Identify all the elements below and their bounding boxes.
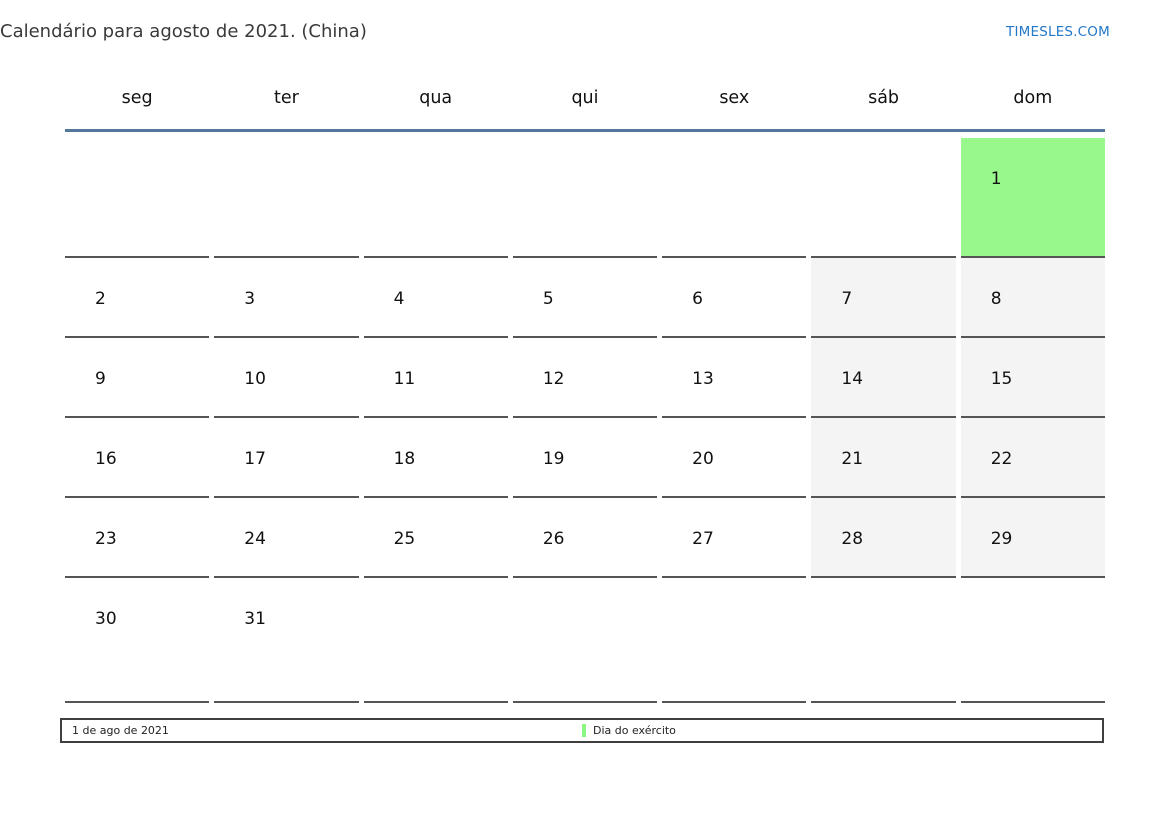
day-number: 15 [990,369,1013,389]
day-number: 26 [542,529,565,549]
calendar-day-cell-3: 3 [214,258,359,338]
calendar-day-cell-21: 21 [811,418,956,498]
calendar-day-cell-16: 16 [65,418,210,498]
day-number: 17 [244,449,266,469]
calendar-empty-cell [662,133,807,258]
calendar-day-cell-27: 27 [662,498,807,578]
legend-holiday-label: Dia do exército [593,724,676,737]
calendar-day-cell-28: 28 [811,498,956,578]
brand-link[interactable]: TIMESLES.COM [1006,24,1110,40]
calendar-day-cell-2: 2 [65,258,210,338]
calendar-day-cell-30: 30 [65,578,210,703]
calendar-empty-cell [214,133,359,258]
calendar-day-cell-14: 14 [811,338,956,418]
calendar-day-cell-25: 25 [363,498,508,578]
day-number: 8 [990,289,1002,309]
calendar-day-cell-1: 1 [960,138,1105,258]
calendar-empty-cell [363,133,508,258]
day-number: 5 [542,289,554,309]
day-number: 13 [692,369,714,389]
day-number: 2 [95,289,106,309]
calendar-day-cell-22: 22 [960,418,1105,498]
weekday-header-sex: sex [719,88,750,108]
page-title: Calendário para agosto de 2021. (China) [0,21,367,42]
day-number: 23 [95,529,117,549]
day-number: 21 [841,449,864,469]
calendar-day-cell-18: 18 [363,418,508,498]
day-number: 9 [95,369,106,389]
calendar-day-cell-20: 20 [662,418,807,498]
calendar-day-cell-26: 26 [512,498,658,578]
calendar-day-cell-7: 7 [811,258,956,338]
calendar-day-cell-6: 6 [662,258,807,338]
calendar-empty-cell [512,578,658,703]
calendar-empty-cell [811,578,956,703]
calendar-day-cell-5: 5 [512,258,658,338]
day-number: 3 [244,289,256,309]
calendar-day-cell-4: 4 [363,258,508,338]
calendar-empty-cell [662,578,807,703]
day-number: 16 [95,449,117,469]
weekday-header-qua: qua [419,88,453,108]
calendar-day-cell-31: 31 [214,578,359,703]
day-number: 14 [841,369,864,389]
day-number: 27 [692,529,714,549]
day-number: 4 [393,289,405,309]
day-number: 11 [393,369,416,389]
day-number: 7 [841,289,853,309]
calendar-day-cell-9: 9 [65,338,210,418]
legend-date-range: 1 de ago de 2021 [72,724,169,737]
calendar-day-cell-11: 11 [363,338,508,418]
calendar-day-cell-10: 10 [214,338,359,418]
calendar-empty-cell [960,578,1105,703]
weekday-header-seg: seg [121,88,153,108]
weekday-header-qui: qui [571,88,599,108]
calendar-day-cell-13: 13 [662,338,807,418]
calendar-empty-cell [65,133,210,258]
calendar-day-cell-15: 15 [960,338,1105,418]
day-number: 22 [990,449,1013,469]
day-number: 6 [692,289,703,309]
calendar-empty-cell [363,578,508,703]
calendar-day-cell-24: 24 [214,498,359,578]
day-number: 10 [244,369,266,389]
day-number: 25 [393,529,416,549]
day-number: 29 [990,529,1013,549]
day-number: 18 [393,449,416,469]
day-number: 31 [244,609,266,629]
calendar-day-cell-29: 29 [960,498,1105,578]
day-number: 30 [95,609,117,629]
legend-holiday-item: Dia do exército [582,724,676,737]
calendar-day-cell-19: 19 [512,418,658,498]
header-rule [65,129,1105,132]
day-number: 19 [542,449,565,469]
weekday-header-sáb: sáb [868,88,900,108]
calendar-day-cell-12: 12 [512,338,658,418]
calendar-grid: 1 2 3 4 5 6 7 8 9 10 11 12 13 14 15 16 17 18 19 20 21 22 23 24 2… [65,133,1105,703]
day-number: 12 [542,369,565,389]
calendar-day-cell-8: 8 [960,258,1105,338]
holiday-marker-icon [582,724,586,737]
weekday-header-ter: ter [274,88,299,108]
calendar-day-cell-23: 23 [65,498,210,578]
weekday-header-dom: dom [1013,88,1053,108]
calendar-day-cell-17: 17 [214,418,359,498]
legend-box: 1 de ago de 2021 Dia do exército [60,718,1104,743]
day-number: 1 [990,169,1002,189]
day-number: 24 [244,529,266,549]
day-number: 28 [841,529,864,549]
calendar-empty-cell [811,133,956,258]
calendar-empty-cell [512,133,658,258]
day-number: 20 [692,449,714,469]
weekday-header-row: seg ter qua qui sex sáb dom [65,86,1105,108]
